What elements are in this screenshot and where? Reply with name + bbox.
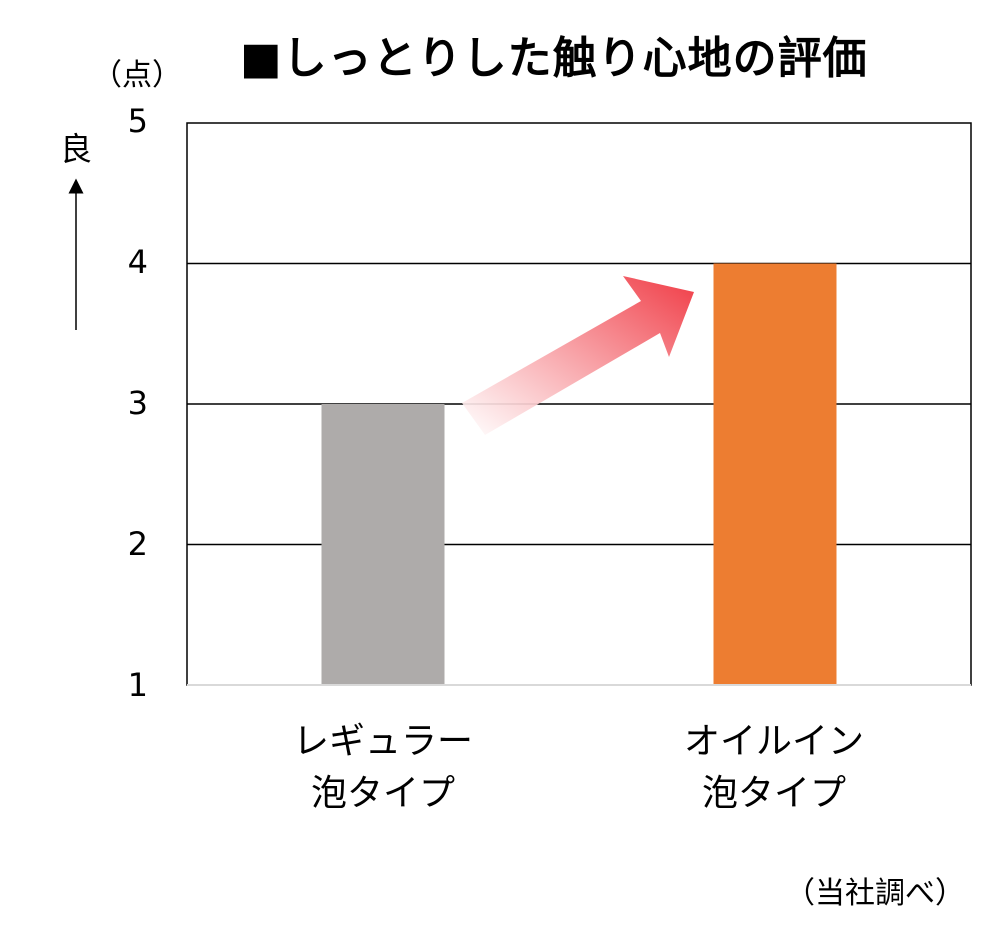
increase-arrow <box>462 276 694 435</box>
source-note: （当社調べ） <box>785 876 965 911</box>
y-tick-label: 3 <box>127 384 148 422</box>
y-tick-label: 1 <box>127 666 148 704</box>
y-unit-label: （点） <box>92 58 182 93</box>
bar-2 <box>713 263 837 685</box>
bars-group <box>321 263 837 685</box>
chart-title: ■しっとりした触り心地の評価 <box>240 33 868 84</box>
x-category-label: オイルイン 泡タイプ <box>683 721 864 814</box>
y-tick-label: 4 <box>127 243 148 281</box>
y-tick-label: 5 <box>127 102 148 140</box>
y-better-label: 良 <box>60 130 93 168</box>
gridlines <box>187 262 971 546</box>
bar-1 <box>321 404 445 685</box>
x-category-label: レギュラー 泡タイプ <box>292 721 473 814</box>
y-tick-label: 2 <box>127 525 148 563</box>
